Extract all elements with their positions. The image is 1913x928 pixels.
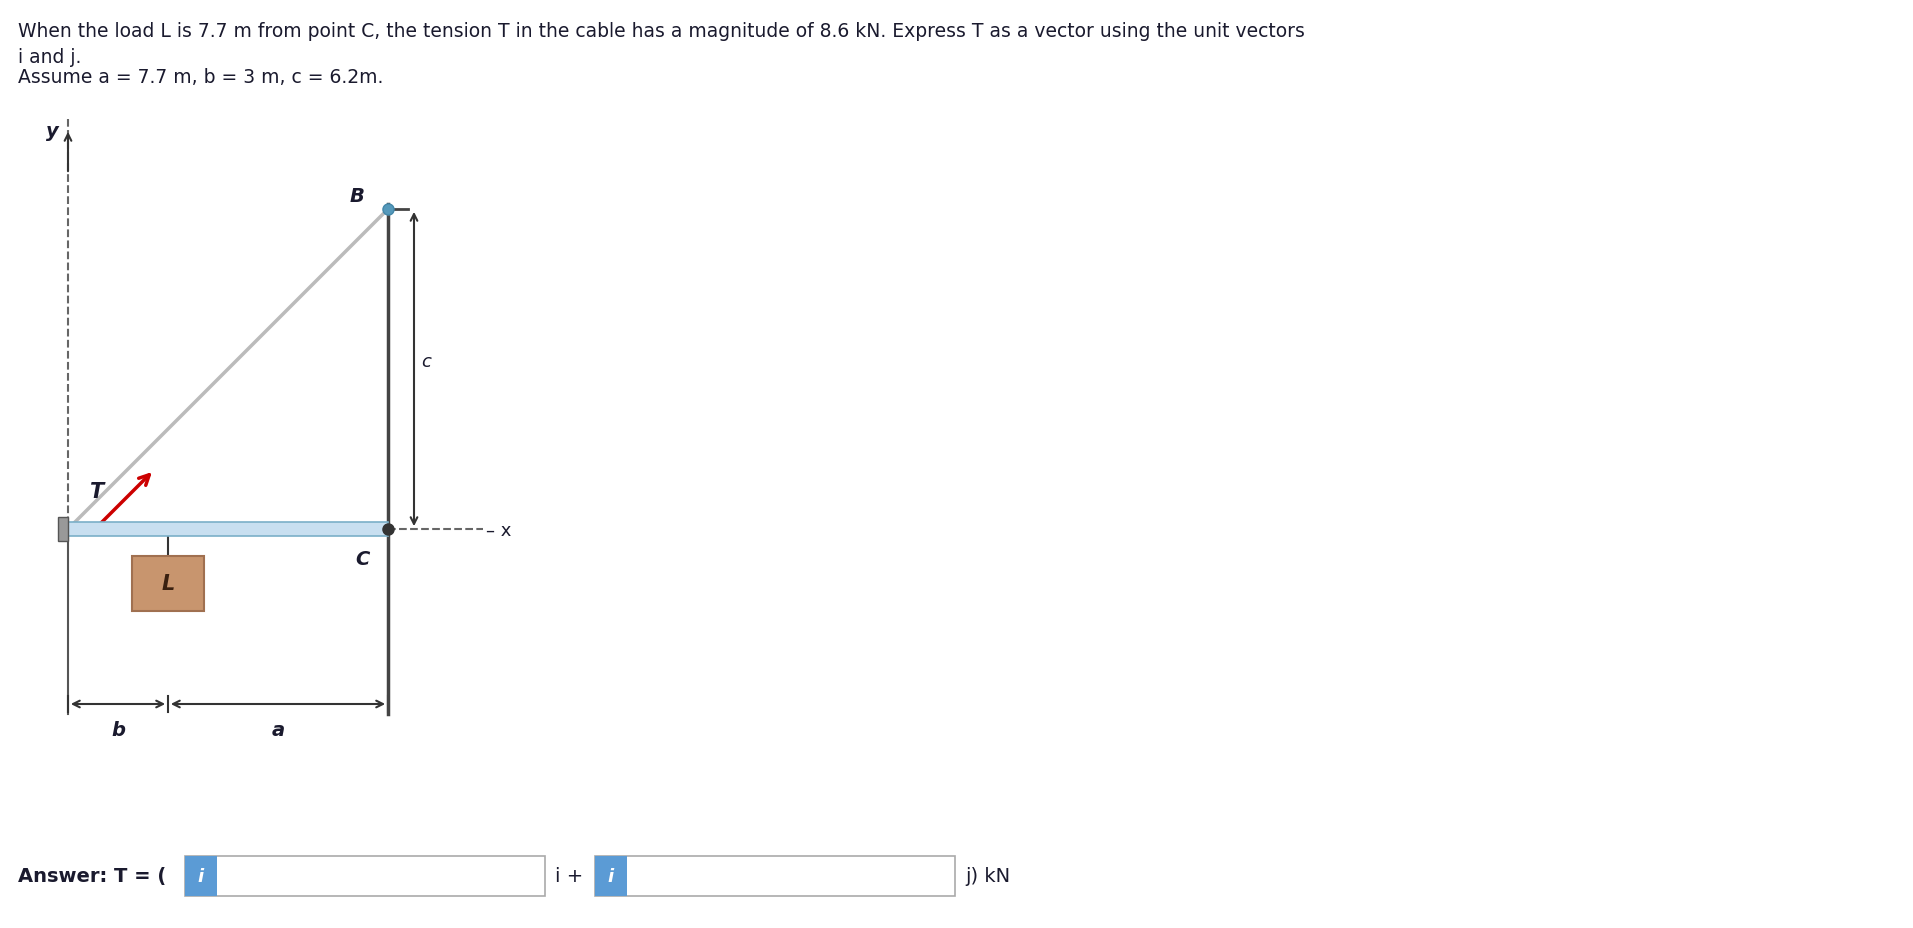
Text: i and j.: i and j. [17, 48, 82, 67]
Text: i +: i + [555, 867, 583, 885]
Text: Assume a = 7.7 m, b = 3 m, c = 6.2m.: Assume a = 7.7 m, b = 3 m, c = 6.2m. [17, 68, 383, 87]
Text: i: i [608, 867, 614, 885]
Bar [132, 557, 205, 612]
Bar [595, 856, 627, 896]
Text: i: i [197, 867, 205, 885]
Text: a: a [272, 720, 285, 740]
Text: b: b [111, 720, 124, 740]
Text: Answer: T = (: Answer: T = ( [17, 867, 166, 885]
Bar [69, 522, 388, 536]
Text: L: L [161, 574, 174, 594]
Bar [186, 856, 545, 896]
Text: B: B [350, 187, 363, 206]
Bar [595, 856, 955, 896]
Text: T: T [90, 482, 103, 501]
Text: c: c [421, 353, 430, 370]
Text: y: y [46, 122, 59, 141]
Bar [186, 856, 216, 896]
Text: – x: – x [486, 522, 511, 539]
Text: j) kN: j) kN [964, 867, 1010, 885]
Bar [57, 518, 69, 541]
Text: When the load L is 7.7 m from point C, the tension T in the cable has a magnitud: When the load L is 7.7 m from point C, t… [17, 22, 1305, 41]
Text: C: C [356, 549, 369, 568]
